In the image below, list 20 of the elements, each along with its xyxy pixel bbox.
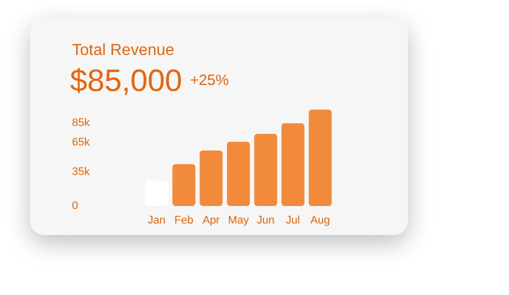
y-tick-label: 0	[72, 200, 78, 212]
y-tick-label: 85k	[72, 117, 90, 130]
bar	[172, 164, 196, 206]
x-tick-label: Jul	[286, 214, 300, 227]
chart-title: Total Revenue	[72, 42, 174, 60]
x-tick-label: May	[228, 214, 250, 227]
bar	[200, 150, 223, 206]
x-tick-label: Feb	[174, 214, 194, 227]
y-tick-label: 65k	[72, 136, 90, 149]
x-tick-label: Jan	[148, 214, 166, 227]
bar	[254, 134, 278, 206]
x-tick-label: Aug	[310, 214, 330, 227]
bar	[226, 142, 250, 206]
bar	[282, 123, 304, 206]
x-tick-label: Apr	[202, 214, 220, 227]
bar	[308, 110, 332, 206]
text: $85,000	[70, 63, 182, 98]
text: +25%	[190, 72, 229, 89]
x-tick-label: Jun	[256, 214, 275, 227]
y-tick-label: 35k	[72, 166, 90, 178]
